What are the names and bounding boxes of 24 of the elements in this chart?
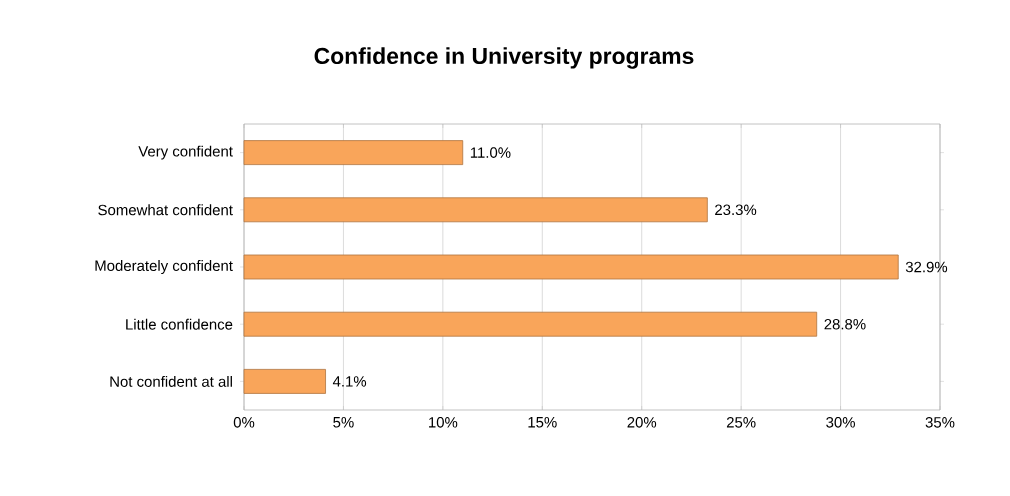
data-label: 11.0% xyxy=(470,147,511,158)
bar xyxy=(243,197,708,223)
data-label: 28.8% xyxy=(824,318,866,330)
y-tick-label: Very confident xyxy=(138,145,233,160)
x-tick-label: 25% xyxy=(726,417,756,428)
bar xyxy=(243,140,464,166)
bar xyxy=(243,311,818,337)
x-tick-label: 5% xyxy=(333,417,354,428)
data-label: 4.1% xyxy=(332,376,367,387)
x-tick-label: 35% xyxy=(925,417,955,428)
x-tick-label: 0% xyxy=(233,417,255,428)
bar xyxy=(243,254,899,280)
y-tick-label: Not confident at all xyxy=(110,375,232,387)
x-tick-label: 20% xyxy=(627,417,657,428)
y-tick-label: Moderately confident xyxy=(95,260,233,274)
x-tick-label: 30% xyxy=(826,417,855,428)
x-tick-label: 10% xyxy=(429,417,458,428)
chart-title: Confidence in University programs xyxy=(314,47,694,69)
bar xyxy=(243,368,326,394)
y-tick-label: Somewhat confident xyxy=(98,204,233,216)
data-label: 32.9% xyxy=(905,261,948,273)
x-tick-label: 15% xyxy=(528,417,557,428)
data-label: 23.3% xyxy=(715,204,757,216)
y-tick-label: Little confidence xyxy=(126,318,233,330)
